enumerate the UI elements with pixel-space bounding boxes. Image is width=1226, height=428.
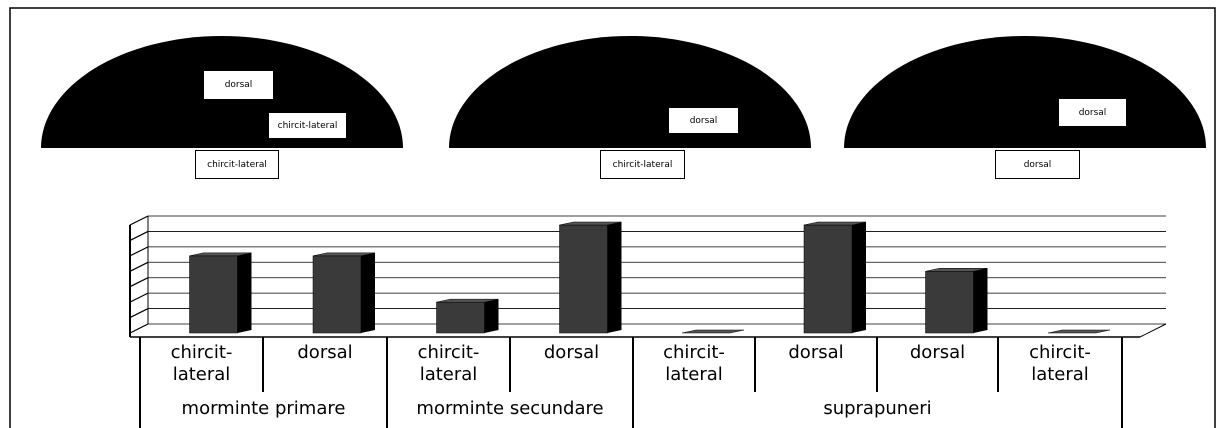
x-tick-label: dorsal bbox=[788, 342, 844, 363]
dome-label: chircit-lateral bbox=[268, 112, 347, 139]
x-tick-label: dorsal bbox=[543, 342, 600, 363]
bar-side bbox=[237, 252, 252, 333]
x-tick-label: chircit-lateral bbox=[417, 342, 480, 385]
dome-label: dorsal bbox=[203, 70, 274, 100]
frame bbox=[9, 7, 1216, 428]
bar-top bbox=[1047, 329, 1111, 334]
bar-top bbox=[803, 221, 867, 226]
tick-mark bbox=[129, 277, 149, 288]
tick-mark bbox=[129, 308, 149, 319]
bar bbox=[436, 301, 485, 334]
bar bbox=[925, 271, 974, 334]
bar-top bbox=[681, 329, 745, 334]
x-tick-label: chircit-lateral bbox=[170, 342, 233, 385]
dome bbox=[449, 36, 811, 148]
dome-label: dorsal bbox=[1058, 98, 1127, 127]
bar bbox=[559, 224, 608, 334]
bar-side bbox=[973, 268, 988, 333]
dome-label: dorsal bbox=[995, 150, 1080, 179]
bar-side bbox=[361, 252, 375, 333]
group-label: suprapuneri bbox=[823, 398, 932, 419]
tick-mark bbox=[129, 230, 149, 241]
tick-mark bbox=[129, 292, 149, 303]
group-label: morminte primare bbox=[181, 398, 346, 419]
bar bbox=[803, 224, 853, 334]
dome bbox=[844, 36, 1206, 148]
bar-top bbox=[436, 298, 499, 303]
tick-mark bbox=[129, 215, 149, 226]
x-tick-label: chircit-lateral bbox=[663, 342, 725, 385]
x-tick-label: chircit-lateral bbox=[1029, 342, 1091, 385]
x-tick-label: dorsal bbox=[909, 342, 966, 363]
floor-side bbox=[1139, 323, 1167, 338]
group-label: morminte secundare bbox=[416, 398, 604, 419]
dome-label: dorsal bbox=[668, 107, 739, 134]
bar-top bbox=[925, 268, 988, 272]
bar-side bbox=[484, 299, 499, 333]
x-tick-label: dorsal bbox=[297, 342, 353, 363]
bar bbox=[312, 255, 362, 334]
dome-label: chircit-lateral bbox=[195, 150, 279, 179]
tick-mark bbox=[129, 246, 149, 257]
bar bbox=[189, 255, 238, 334]
bar-top bbox=[559, 221, 622, 226]
bar-side bbox=[852, 222, 866, 333]
bar-top bbox=[312, 252, 376, 257]
dome-label: chircit-lateral bbox=[600, 150, 685, 179]
bar-side bbox=[607, 222, 622, 333]
tick-mark bbox=[129, 323, 149, 334]
bar-top bbox=[189, 252, 252, 257]
tick-mark bbox=[129, 261, 149, 272]
